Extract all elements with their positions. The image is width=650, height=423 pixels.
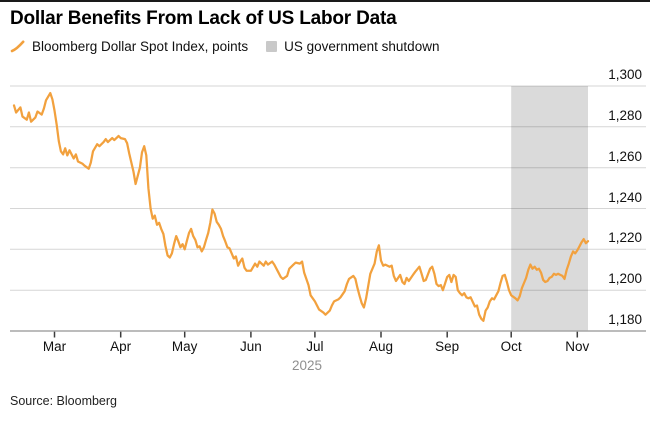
x-tick-label-jun: Jun xyxy=(240,339,262,354)
y-tick-label-1180: 1,180 xyxy=(608,312,642,327)
legend-item-shutdown: US government shutdown xyxy=(266,39,439,54)
shutdown-shaded-region xyxy=(511,86,588,331)
x-axis-year-label: 2025 xyxy=(291,358,323,373)
legend-label-dollar-index: Bloomberg Dollar Spot Index, points xyxy=(32,39,249,54)
shaded-region-swatch-icon xyxy=(266,41,278,52)
line-series-swatch-icon xyxy=(10,40,25,53)
legend-item-dollar-index: Bloomberg Dollar Spot Index, points xyxy=(10,39,248,54)
legend-label-shutdown: US government shutdown xyxy=(284,39,440,54)
plot-area xyxy=(10,85,646,338)
dollar-index-line xyxy=(12,91,590,322)
x-tick-label-oct: Oct xyxy=(500,339,522,354)
y-tick-label-1280: 1,280 xyxy=(608,107,642,123)
x-tick-label-apr: Apr xyxy=(110,339,132,354)
x-tick-label-mar: Mar xyxy=(42,339,67,354)
chart-title: Dollar Benefits From Lack of US Labor Da… xyxy=(10,8,397,29)
line-chart: 1,180 1,200 1,220 1,240 1,260 1,280 1,300 Mar A… xyxy=(0,62,650,392)
y-tick-label-1200: 1,200 xyxy=(608,271,642,287)
x-tick-label-nov: Nov xyxy=(565,339,590,354)
x-tick-label-sep: Sep xyxy=(435,339,460,354)
y-tick-label-1240: 1,240 xyxy=(608,189,642,205)
source-attribution: Source: Bloomberg xyxy=(10,394,118,408)
y-tick-label-1300: 1,300 xyxy=(608,67,642,82)
y-tick-label-1260: 1,260 xyxy=(608,148,642,164)
x-tick-label-jul: Jul xyxy=(306,339,324,354)
x-tick-label-may: May xyxy=(171,339,198,354)
x-tick-label-aug: Aug xyxy=(368,339,394,354)
legend: Bloomberg Dollar Spot Index, points US g… xyxy=(10,39,439,54)
y-tick-label-1220: 1,220 xyxy=(608,230,642,246)
